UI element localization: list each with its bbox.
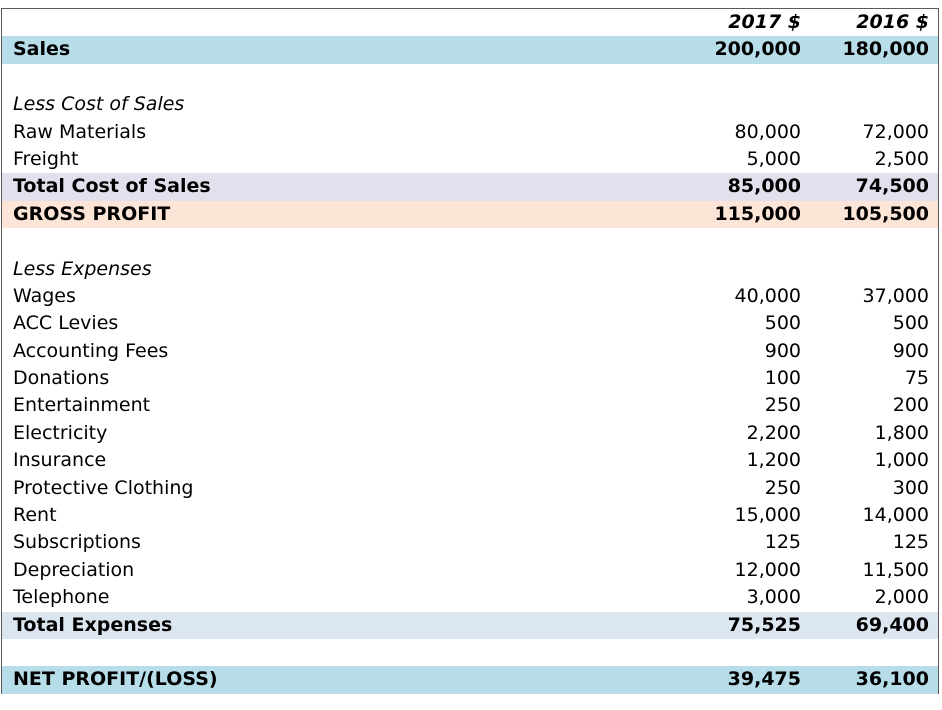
line-item-2017-value: 12,000	[734, 558, 801, 581]
line-item-label: Insurance	[13, 449, 107, 472]
gross-profit-label: GROSS PROFIT	[13, 202, 171, 225]
sales-2016-value: 180,000	[842, 38, 929, 61]
line-item-2016-value: 500	[892, 312, 929, 335]
cost-of-sales-heading: Less Cost of Sales	[13, 93, 185, 116]
line-item-2017-value: 1,200	[746, 449, 801, 472]
line-item-2016-value: 1,000	[874, 449, 929, 472]
gross-profit-2016-value: 105,500	[842, 202, 929, 225]
header-row: 2017 $ 2016 $	[2, 9, 938, 36]
total-cost-of-sales-2017-value: 85,000	[727, 175, 801, 198]
line-item-row: Entertainment 250 200	[2, 392, 938, 419]
line-item-label: Entertainment	[13, 394, 151, 417]
line-item-label: ACC Levies	[13, 312, 119, 335]
column-header-2017: 2017 $	[728, 11, 801, 33]
line-item-label: Telephone	[13, 586, 110, 609]
line-item-2017-value: 500	[764, 312, 801, 335]
net-profit-2016-value: 36,100	[855, 668, 929, 691]
line-item-2016-value: 2,000	[874, 586, 929, 609]
line-item-2017-value: 5,000	[746, 147, 801, 170]
line-item-label: Protective Clothing	[13, 476, 194, 499]
line-item-row: Telephone 3,000 2,000	[2, 584, 938, 611]
total-cost-of-sales-row: Total Cost of Sales 85,000 74,500	[2, 173, 938, 201]
line-item-2017-value: 80,000	[734, 120, 801, 143]
line-item-2016-value: 300	[892, 476, 929, 499]
spacer-row	[2, 639, 938, 666]
spacer-row	[2, 228, 938, 255]
line-item-label: Freight	[13, 147, 79, 170]
line-item-row: Raw Materials 80,000 72,000	[2, 119, 938, 146]
line-item-label: Subscriptions	[13, 531, 141, 554]
total-cost-of-sales-2016-value: 74,500	[855, 175, 929, 198]
line-item-row: Insurance 1,200 1,000	[2, 447, 938, 474]
line-item-row: Protective Clothing 250 300	[2, 475, 938, 502]
line-item-label: Raw Materials	[13, 120, 147, 143]
net-profit-label: NET PROFIT/(LOSS)	[13, 668, 218, 691]
line-item-label: Accounting Fees	[13, 339, 169, 362]
line-item-2016-value: 900	[892, 339, 929, 362]
income-statement-table: 2017 $ 2016 $ Sales 200,000 180,000 Less…	[1, 8, 939, 694]
line-item-row: Electricity 2,200 1,800	[2, 420, 938, 447]
line-item-2017-value: 100	[764, 367, 801, 390]
net-profit-2017-value: 39,475	[727, 668, 801, 691]
line-item-2016-value: 75	[904, 367, 929, 390]
line-item-2017-value: 250	[764, 476, 801, 499]
line-item-row: Accounting Fees 900 900	[2, 338, 938, 365]
total-cost-of-sales-label: Total Cost of Sales	[13, 175, 211, 198]
line-item-2016-value: 125	[892, 531, 929, 554]
line-item-2017-value: 3,000	[746, 586, 801, 609]
column-header-2016: 2016 $	[856, 11, 929, 33]
line-item-row: Subscriptions 125 125	[2, 529, 938, 556]
gross-profit-2017-value: 115,000	[714, 202, 801, 225]
line-item-label: Electricity	[13, 421, 108, 444]
line-item-2017-value: 900	[764, 339, 801, 362]
line-item-label: Wages	[13, 284, 76, 307]
line-item-2016-value: 1,800	[874, 421, 929, 444]
line-item-row: ACC Levies 500 500	[2, 310, 938, 337]
expenses-heading-row: Less Expenses	[2, 256, 938, 283]
line-item-2017-value: 125	[764, 531, 801, 554]
line-item-label: Depreciation	[13, 558, 135, 581]
total-expenses-row: Total Expenses 75,525 69,400	[2, 611, 938, 639]
total-expenses-2016-value: 69,400	[855, 613, 929, 636]
total-expenses-label: Total Expenses	[13, 613, 173, 636]
total-expenses-2017-value: 75,525	[727, 613, 801, 636]
line-item-row: Rent 15,000 14,000	[2, 502, 938, 529]
sales-2017-value: 200,000	[714, 38, 801, 61]
cost-of-sales-heading-row: Less Cost of Sales	[2, 91, 938, 118]
net-profit-row: NET PROFIT/(LOSS) 39,475 36,100	[2, 666, 938, 694]
line-item-2017-value: 250	[764, 394, 801, 417]
line-item-row: Freight 5,000 2,500	[2, 146, 938, 173]
sales-row: Sales 200,000 180,000	[2, 36, 938, 64]
line-item-2016-value: 2,500	[874, 147, 929, 170]
line-item-2016-value: 37,000	[862, 284, 929, 307]
line-item-label: Donations	[13, 367, 110, 390]
line-item-2016-value: 14,000	[862, 504, 929, 527]
expenses-heading: Less Expenses	[13, 257, 152, 280]
line-item-2016-value: 72,000	[862, 120, 929, 143]
spacer-row	[2, 64, 938, 91]
gross-profit-row: GROSS PROFIT 115,000 105,500	[2, 200, 938, 229]
line-item-row: Depreciation 12,000 11,500	[2, 557, 938, 584]
line-item-2017-value: 40,000	[734, 284, 801, 307]
line-item-2017-value: 15,000	[734, 504, 801, 527]
line-item-2017-value: 2,200	[746, 421, 801, 444]
line-item-row: Wages 40,000 37,000	[2, 283, 938, 310]
sales-label: Sales	[13, 38, 71, 61]
line-item-row: Donations 100 75	[2, 365, 938, 392]
line-item-2016-value: 200	[892, 394, 929, 417]
line-item-label: Rent	[13, 504, 57, 527]
line-item-2016-value: 11,500	[862, 558, 929, 581]
